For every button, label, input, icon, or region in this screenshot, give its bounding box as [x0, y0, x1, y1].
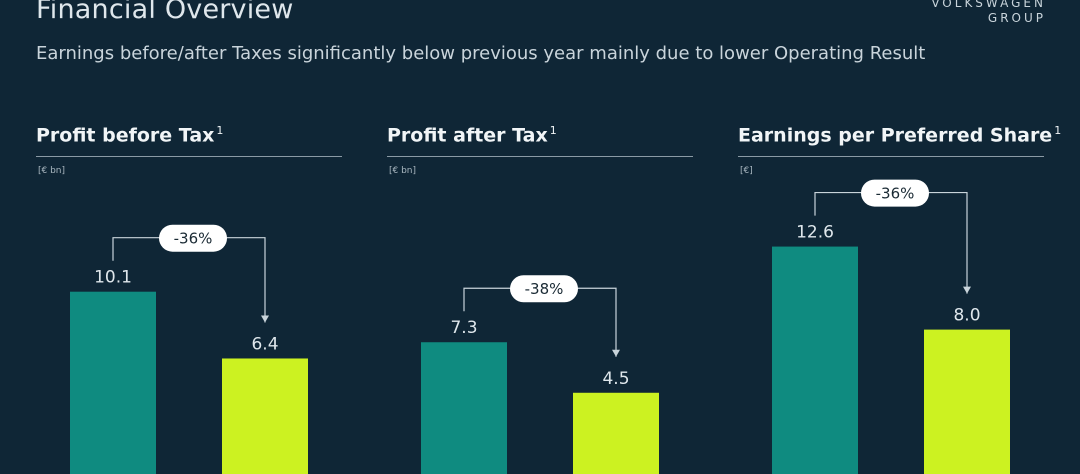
chart-panel-profit-before-tax: Profit before Tax 1 [€ bn] 10.1 6.4 -36%: [36, 0, 342, 474]
logo-line-1: VOLKSWAGEN: [931, 0, 1046, 10]
unit-label: [€ bn]: [389, 166, 417, 176]
chart-panel-profit-after-tax: Profit after Tax 1 [€ bn] 7.3 4.5 -38%: [387, 0, 693, 474]
footnote-marker: 1: [549, 124, 557, 137]
data-label: 7.3: [450, 318, 477, 338]
title-divider: [738, 156, 1044, 157]
bar-chart: 10.1 6.4 -36%: [70, 224, 308, 474]
data-label: 10.1: [94, 268, 132, 288]
company-logo: VOLKSWAGEN GROUP: [906, 0, 1046, 26]
change-badge: [510, 275, 578, 303]
bar-chart: 7.3 4.5 -38%: [421, 275, 659, 474]
arrow-down-icon: [612, 349, 620, 357]
footnote-marker: 1: [216, 124, 224, 137]
bar-current-year: [573, 392, 659, 474]
footnote-marker: 1: [1054, 124, 1062, 137]
change-badge: [159, 224, 227, 252]
arrow-down-icon: [261, 315, 269, 323]
arrow-down-icon: [963, 286, 971, 294]
page-subtitle: Earnings before/after Taxes significantl…: [36, 43, 926, 64]
title-divider: [36, 156, 342, 157]
title-divider: [387, 156, 693, 157]
bar-current-year: [222, 358, 308, 474]
unit-label: [€]: [740, 166, 753, 176]
chart-title: Earnings per Preferred Share: [738, 124, 1053, 147]
data-label: 12.6: [796, 223, 834, 243]
unit-label: [€ bn]: [38, 166, 66, 176]
bar-current-year: [924, 329, 1010, 474]
chart-panel-earnings-per-preferred-share: Earnings per Preferred Share 1 [€] 12.6 8.…: [738, 0, 1061, 474]
change-percent-label: -36%: [876, 185, 915, 203]
change-percent-label: -36%: [174, 230, 213, 248]
data-label: 8.0: [953, 306, 980, 326]
data-label: 4.5: [602, 369, 629, 389]
change-badge: [861, 179, 929, 207]
bar-prior-year: [421, 342, 507, 474]
page-title: Financial Overview: [36, 0, 294, 25]
logo-line-2: GROUP: [987, 11, 1046, 25]
bar-prior-year: [772, 246, 858, 474]
bar-prior-year: [70, 291, 156, 474]
chart-title: Profit before Tax: [36, 124, 215, 147]
chart-title: Profit after Tax: [387, 124, 548, 147]
data-label: 6.4: [251, 334, 278, 354]
change-percent-label: -38%: [525, 280, 564, 298]
bar-chart: 12.6 8.0 -36%: [772, 179, 1010, 474]
